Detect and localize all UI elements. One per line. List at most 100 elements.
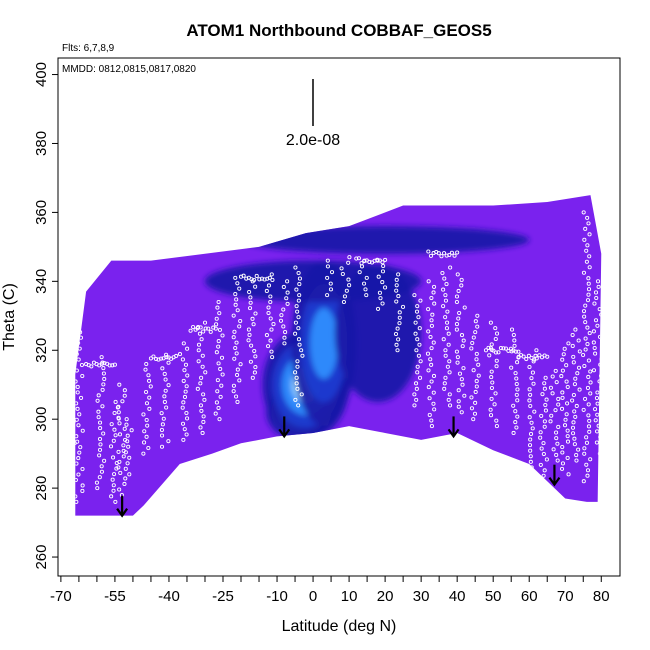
track-point — [586, 358, 591, 363]
dates-note: MMDD: 0812,0815,0817,0820 — [62, 64, 196, 75]
track-point — [99, 355, 104, 360]
track-point — [252, 370, 257, 375]
track-point — [586, 281, 591, 286]
track-point — [560, 395, 565, 400]
track-point — [544, 397, 549, 402]
track-point — [543, 402, 548, 408]
track-point — [456, 316, 461, 321]
track-point — [585, 342, 590, 347]
scale-bar-label: 2.0e-08 — [286, 132, 340, 149]
track-point — [116, 410, 121, 415]
track-point — [429, 318, 434, 323]
track-point — [541, 451, 546, 457]
track-point — [560, 390, 565, 395]
track-point — [75, 368, 79, 373]
leg-point — [267, 275, 272, 280]
track-point — [166, 360, 171, 365]
track-point — [476, 373, 481, 378]
track-point — [125, 433, 130, 438]
track-point — [185, 416, 190, 421]
track-point — [542, 424, 547, 429]
track-point — [571, 420, 576, 425]
track-point — [278, 318, 284, 323]
track-point — [122, 388, 127, 393]
track-point — [586, 374, 591, 380]
track-point — [293, 397, 298, 402]
track-point — [594, 295, 599, 301]
leg-point — [498, 346, 503, 351]
track-point — [215, 389, 220, 394]
track-point — [560, 461, 566, 466]
track-point — [200, 364, 205, 369]
track-point — [294, 381, 299, 386]
track-point — [346, 260, 351, 265]
track-point — [75, 379, 78, 384]
track-point — [446, 397, 451, 402]
leg-point — [436, 251, 441, 256]
track-point — [560, 450, 565, 455]
track-point — [527, 364, 532, 370]
track-point — [592, 345, 597, 351]
track-point — [142, 440, 147, 445]
track-point — [112, 472, 117, 477]
track-point — [542, 386, 547, 391]
track-point — [431, 340, 436, 345]
track-point — [253, 284, 258, 289]
track-point — [75, 434, 79, 439]
track-point — [248, 300, 253, 305]
track-point — [144, 401, 150, 406]
track-point — [574, 403, 579, 409]
track-point — [572, 382, 577, 387]
track-point — [97, 447, 103, 452]
track-point — [95, 398, 100, 403]
track-point — [564, 379, 569, 384]
track-point — [540, 392, 545, 397]
track-point — [76, 341, 81, 346]
track-point — [182, 368, 187, 373]
track-point — [180, 357, 185, 362]
track-point — [494, 424, 499, 429]
track-point — [122, 393, 127, 398]
track-point — [538, 430, 543, 435]
track-point — [202, 397, 207, 402]
track-point — [571, 360, 576, 365]
track-point — [586, 221, 591, 226]
track-point — [593, 290, 599, 295]
track-point — [96, 409, 101, 414]
track-point — [565, 455, 570, 461]
leg-point — [426, 249, 431, 254]
tropopause-arrow — [447, 416, 460, 439]
track-point — [414, 397, 419, 402]
track-point — [75, 499, 79, 504]
track-point — [587, 418, 592, 423]
leg-point — [483, 348, 489, 353]
track-point — [147, 378, 152, 383]
track-point — [199, 337, 204, 342]
track-point — [70, 452, 73, 455]
track-point — [595, 412, 600, 417]
track-point — [543, 408, 548, 413]
track-point — [195, 386, 200, 391]
track-point — [454, 327, 459, 332]
track-point — [488, 413, 494, 418]
track-point — [441, 287, 446, 292]
x-tick-label: 50 — [485, 588, 502, 605]
track-point — [457, 310, 462, 316]
leg-point — [89, 364, 94, 369]
track-point — [248, 359, 253, 364]
track-point — [454, 294, 460, 299]
leg-point — [164, 352, 169, 357]
track-point — [595, 390, 600, 395]
track-point — [587, 331, 592, 336]
track-point — [125, 439, 130, 444]
track-point — [196, 348, 201, 353]
track-point — [264, 333, 269, 338]
track-point — [531, 359, 536, 364]
track-point — [488, 407, 493, 412]
track-point — [117, 487, 122, 492]
track-point — [70, 458, 73, 461]
track-point — [426, 385, 431, 390]
track-point — [339, 266, 344, 271]
track-point — [426, 307, 431, 312]
track-point — [270, 355, 275, 360]
